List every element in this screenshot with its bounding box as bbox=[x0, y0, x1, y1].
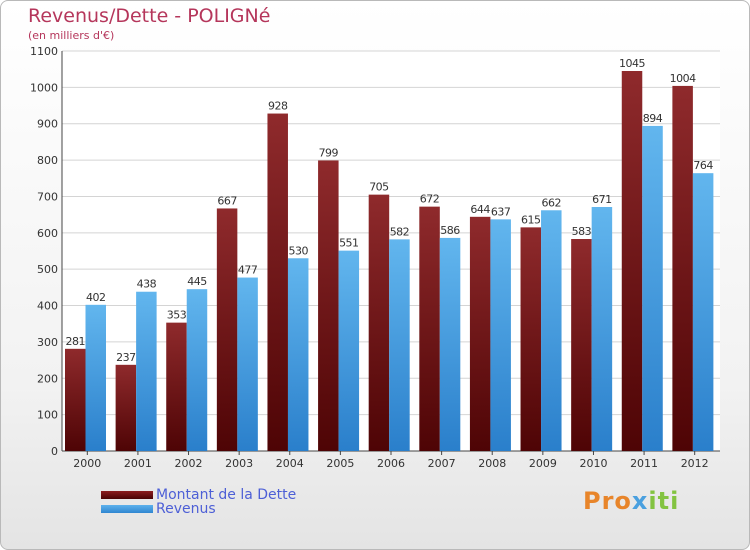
data-label-revenus: 662 bbox=[542, 196, 562, 209]
x-tick-label: 2004 bbox=[276, 457, 304, 470]
x-tick-label: 2010 bbox=[579, 457, 607, 470]
data-label-dette: 1004 bbox=[670, 72, 696, 85]
data-label-revenus: 551 bbox=[339, 237, 359, 250]
data-label-revenus: 445 bbox=[187, 275, 207, 288]
x-tick-label: 2003 bbox=[225, 457, 253, 470]
x-tick-label: 2008 bbox=[478, 457, 506, 470]
x-tick-label: 2012 bbox=[681, 457, 709, 470]
y-tick-label: 300 bbox=[37, 336, 58, 349]
data-label-revenus: 530 bbox=[288, 244, 308, 257]
legend-item-revenus: Revenus bbox=[101, 501, 216, 517]
data-label-revenus: 582 bbox=[390, 225, 410, 238]
data-label-revenus: 438 bbox=[137, 278, 157, 291]
legend-label-revenus: Revenus bbox=[156, 501, 216, 517]
bar-revenus bbox=[591, 207, 613, 451]
data-label-dette: 667 bbox=[217, 194, 237, 207]
proxiti-logo: Proxiti bbox=[583, 487, 680, 515]
y-tick-label: 0 bbox=[51, 445, 58, 458]
bar-revenus bbox=[490, 219, 511, 451]
y-tick-label: 1100 bbox=[30, 45, 58, 58]
data-label-revenus: 586 bbox=[440, 224, 460, 237]
data-label-dette: 237 bbox=[116, 351, 136, 364]
data-label-dette: 353 bbox=[167, 309, 187, 322]
bar-revenus bbox=[439, 237, 461, 451]
y-tick-label: 100 bbox=[37, 409, 58, 422]
bar-dette bbox=[318, 160, 339, 452]
data-label-revenus: 637 bbox=[491, 205, 511, 218]
y-tick-label: 1000 bbox=[30, 81, 58, 94]
legend-label-dette: Montant de la Dette bbox=[156, 487, 297, 503]
bar-dette bbox=[469, 216, 491, 451]
y-tick-label: 900 bbox=[37, 118, 58, 131]
y-tick-label: 600 bbox=[37, 227, 58, 240]
y-tick-label: 500 bbox=[37, 263, 58, 276]
bar-revenus bbox=[338, 250, 360, 451]
data-label-dette: 928 bbox=[268, 100, 288, 113]
x-tick-label: 2000 bbox=[73, 457, 101, 470]
bar-revenus bbox=[186, 289, 208, 451]
bar-dette bbox=[115, 364, 137, 451]
bar-dette bbox=[520, 227, 542, 451]
data-label-dette: 1045 bbox=[619, 57, 645, 70]
bar-revenus bbox=[136, 291, 157, 451]
bar-revenus bbox=[389, 239, 410, 451]
bar-dette bbox=[368, 194, 390, 452]
data-label-dette: 644 bbox=[470, 203, 490, 216]
data-label-dette: 281 bbox=[66, 335, 86, 348]
data-label-revenus: 894 bbox=[643, 112, 663, 125]
x-tick-label: 2005 bbox=[326, 457, 354, 470]
data-label-revenus: 477 bbox=[238, 264, 258, 277]
data-label-dette: 799 bbox=[319, 146, 339, 159]
x-tick-label: 2006 bbox=[377, 457, 405, 470]
bar-revenus bbox=[85, 304, 106, 451]
x-tick-label: 2007 bbox=[428, 457, 456, 470]
data-label-revenus: 671 bbox=[592, 193, 612, 206]
bar-dette bbox=[267, 113, 288, 451]
data-label-dette: 672 bbox=[420, 193, 440, 206]
data-label-dette: 583 bbox=[572, 225, 592, 238]
bar-revenus bbox=[237, 277, 258, 451]
legend-swatch-dette bbox=[101, 491, 153, 499]
data-label-revenus: 402 bbox=[86, 291, 106, 304]
y-tick-label: 700 bbox=[37, 190, 58, 203]
legend-swatch-revenus bbox=[101, 505, 153, 513]
chart-title: Revenus/Dette - POLIGNé bbox=[28, 5, 271, 27]
bar-dette bbox=[571, 239, 592, 451]
y-tick-label: 200 bbox=[37, 372, 58, 385]
data-label-revenus: 764 bbox=[693, 159, 713, 172]
x-tick-label: 2011 bbox=[630, 457, 658, 470]
data-label-dette: 705 bbox=[369, 181, 389, 194]
bar-revenus bbox=[692, 173, 714, 451]
data-label-dette: 615 bbox=[521, 213, 541, 226]
bar-dette bbox=[65, 348, 86, 451]
bar-dette bbox=[621, 71, 643, 451]
x-tick-label: 2009 bbox=[529, 457, 557, 470]
chart-subtitle: (en milliers d'€) bbox=[28, 29, 115, 42]
bar-revenus bbox=[287, 258, 309, 451]
bar-dette bbox=[672, 85, 693, 451]
bar-dette bbox=[166, 322, 187, 451]
x-tick-label: 2001 bbox=[124, 457, 152, 470]
bar-dette bbox=[216, 208, 238, 451]
y-tick-label: 400 bbox=[37, 300, 58, 313]
y-tick-label: 800 bbox=[37, 154, 58, 167]
bar-dette bbox=[419, 206, 440, 451]
legend-item-dette: Montant de la Dette bbox=[101, 487, 297, 503]
bar-revenus bbox=[642, 125, 663, 451]
x-tick-label: 2002 bbox=[175, 457, 203, 470]
bar-revenus bbox=[541, 210, 562, 451]
